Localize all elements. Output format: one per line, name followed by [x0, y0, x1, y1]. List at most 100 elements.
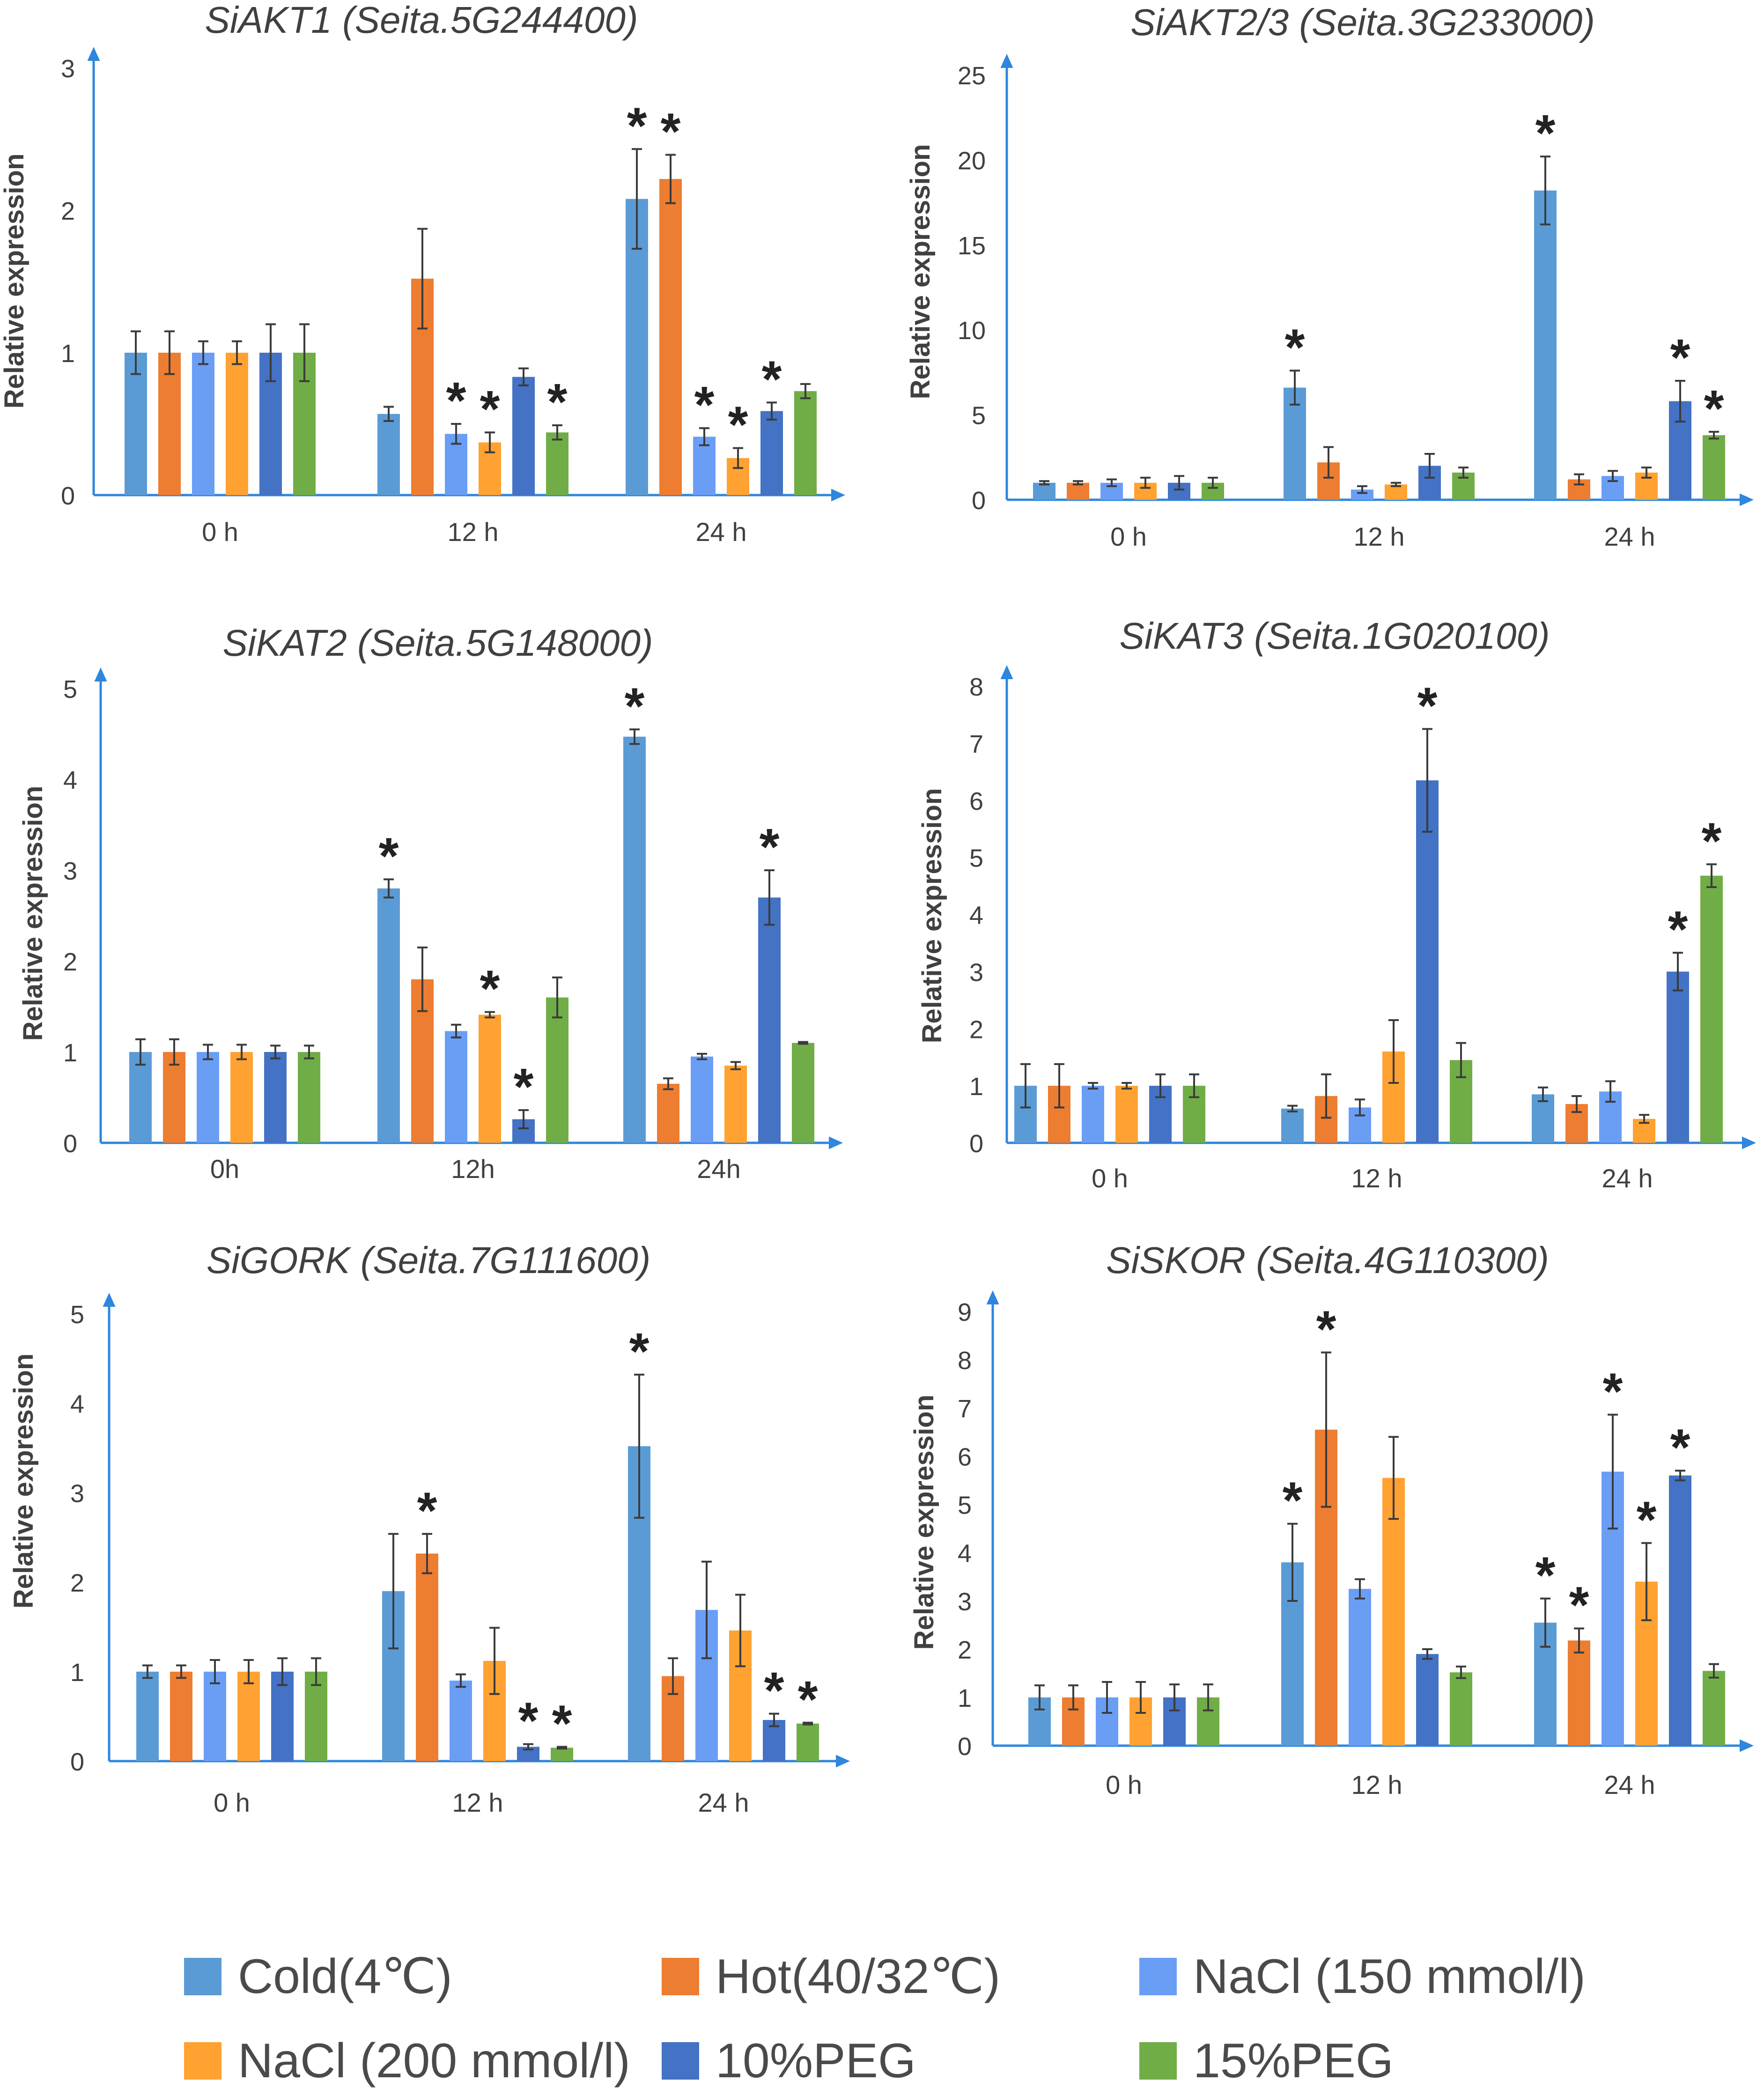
- legend-swatch: [184, 2042, 221, 2080]
- bar: [230, 1052, 253, 1143]
- legend-label: 15%PEG: [1193, 2034, 1394, 2088]
- bar: [197, 1052, 219, 1143]
- bar: [724, 1066, 747, 1143]
- bar: [546, 997, 568, 1143]
- y-tick-label: 5: [70, 1301, 84, 1329]
- significance-star: *: [552, 1695, 572, 1752]
- bar: [691, 1056, 713, 1143]
- bar: [659, 179, 682, 495]
- x-category-label: 24 h: [1604, 522, 1655, 551]
- y-axis-arrow: [87, 47, 100, 61]
- significance-star: *: [627, 97, 647, 155]
- y-tick-label: 0: [70, 1748, 84, 1776]
- bar: [1568, 1640, 1590, 1746]
- chart-title: SiSKOR (Seita.4G110300): [1106, 1239, 1549, 1281]
- y-axis-arrow: [103, 1293, 116, 1307]
- significance-star: *: [762, 350, 782, 408]
- y-tick-label: 6: [958, 1443, 972, 1471]
- legend-label: Hot(40/32℃): [716, 1949, 1000, 2004]
- x-category-label: 12 h: [1351, 1770, 1402, 1800]
- bar: [1115, 1086, 1138, 1143]
- y-tick-label: 4: [63, 766, 77, 794]
- y-tick-label: 3: [969, 958, 983, 986]
- significance-star: *: [629, 1323, 650, 1380]
- x-category-label: 12 h: [1354, 522, 1405, 551]
- legend-item: 10%PEG: [662, 2034, 916, 2088]
- y-tick-label: 2: [969, 1015, 983, 1044]
- bar: [1532, 1094, 1554, 1143]
- legend-item: Cold(4℃): [184, 1949, 452, 2004]
- significance-star: *: [1668, 901, 1688, 958]
- chart-panel-3: SiKAT2 (Seita.5G148000) Relative expressi…: [18, 622, 843, 1184]
- legend-item: Hot(40/32℃): [662, 1949, 1000, 2004]
- y-tick-label: 3: [61, 55, 75, 83]
- bar: [1534, 190, 1557, 500]
- significance-star: *: [728, 396, 748, 454]
- bar: [445, 1031, 467, 1143]
- y-tick-label: 2: [70, 1569, 84, 1597]
- y-tick-label: 0: [61, 482, 75, 510]
- y-tick-label: 9: [958, 1298, 972, 1326]
- bar: [226, 353, 248, 495]
- y-tick-label: 5: [958, 1491, 972, 1519]
- y-axis-label: Relative expression: [905, 144, 936, 400]
- significance-star: *: [1535, 104, 1556, 162]
- significance-star: *: [417, 1482, 437, 1540]
- significance-star: *: [379, 827, 399, 885]
- y-tick-label: 0: [972, 487, 986, 515]
- bar: [136, 1672, 159, 1761]
- x-category-label: 0 h: [202, 517, 238, 547]
- x-category-label: 24 h: [1604, 1770, 1655, 1800]
- significance-star: *: [661, 103, 681, 160]
- y-tick-label: 20: [958, 147, 986, 175]
- x-category-label: 12 h: [1351, 1163, 1402, 1193]
- chart-panel-5: SiGORK (Seita.7G111600) Relative expressi…: [8, 1239, 850, 1817]
- y-tick-label: 1: [61, 340, 75, 368]
- bar: [1703, 435, 1725, 500]
- x-category-label: 12h: [451, 1154, 495, 1184]
- legend-swatch: [662, 2042, 699, 2080]
- bar: [760, 411, 783, 495]
- bar: [1033, 482, 1055, 500]
- significance-star: *: [760, 818, 780, 876]
- x-axis-arrow: [836, 1755, 850, 1768]
- significance-star: *: [1637, 1491, 1657, 1548]
- y-tick-label: 2: [63, 948, 77, 976]
- bar: [416, 1553, 438, 1761]
- x-axis-arrow: [1740, 493, 1754, 506]
- significance-star: *: [480, 960, 500, 1018]
- y-axis-label: Relative expression: [18, 786, 48, 1041]
- bar: [1667, 971, 1689, 1143]
- bar: [1703, 1671, 1725, 1746]
- legend-swatch: [1139, 2042, 1177, 2080]
- bar: [237, 1672, 260, 1761]
- y-tick-label: 1: [958, 1684, 972, 1712]
- bar: [271, 1672, 294, 1761]
- bar: [450, 1681, 472, 1761]
- x-axis-arrow: [1742, 1136, 1756, 1149]
- chart-panel-2: SiAKT2/3 (Seita.3G233000) Relative expres…: [905, 1, 1754, 551]
- bar: [158, 353, 181, 495]
- y-tick-label: 3: [63, 857, 77, 885]
- bar: [479, 1015, 501, 1143]
- significance-star: *: [764, 1662, 784, 1719]
- legend-swatch: [662, 1958, 699, 1995]
- significance-star: *: [1704, 380, 1724, 437]
- y-tick-label: 4: [70, 1390, 84, 1418]
- chart-title: SiAKT2/3 (Seita.3G233000): [1130, 1, 1595, 43]
- y-tick-label: 4: [958, 1540, 972, 1568]
- bar: [1281, 1108, 1304, 1143]
- y-tick-label: 8: [969, 673, 983, 701]
- x-category-label: 12 h: [448, 517, 499, 547]
- x-axis-arrow: [1740, 1739, 1754, 1752]
- chart-title: SiGORK (Seita.7G111600): [207, 1239, 651, 1281]
- y-axis-arrow: [986, 1290, 999, 1304]
- bar: [264, 1052, 287, 1143]
- bar: [623, 736, 646, 1143]
- x-category-label: 12 h: [452, 1788, 503, 1817]
- significance-star: *: [446, 372, 466, 430]
- chart-title: SiAKT1 (Seita.5G244400): [205, 0, 638, 41]
- bar: [163, 1052, 185, 1143]
- x-category-label: 24 h: [696, 517, 747, 547]
